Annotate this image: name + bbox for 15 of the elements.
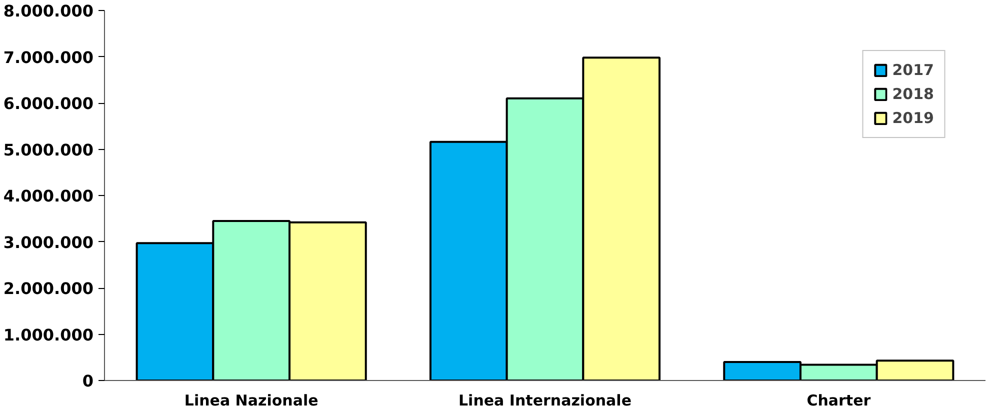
y-tick-label: 1.000.000 xyxy=(3,325,94,344)
y-tick-label: 8.000.000 xyxy=(3,2,94,20)
y-tick-label: 4.000.000 xyxy=(3,186,94,206)
x-tick-label: Charter xyxy=(806,392,872,410)
legend-label: 2019 xyxy=(892,109,934,127)
x-tick-label: Linea Internazionale xyxy=(458,392,632,410)
y-tick-label: 6.000.000 xyxy=(3,94,94,113)
y-tick-label: 7.000.000 xyxy=(3,48,94,67)
y-tick-label: 2.000.000 xyxy=(3,279,94,298)
x-tick-label: Linea Nazionale xyxy=(184,392,318,410)
y-tick-label: 5.000.000 xyxy=(3,140,94,160)
y-tick-label: 0 xyxy=(82,372,94,390)
legend-label: 2017 xyxy=(892,61,934,79)
y-tick-label: 3.000.000 xyxy=(3,232,94,252)
legend-label: 2018 xyxy=(892,85,934,103)
